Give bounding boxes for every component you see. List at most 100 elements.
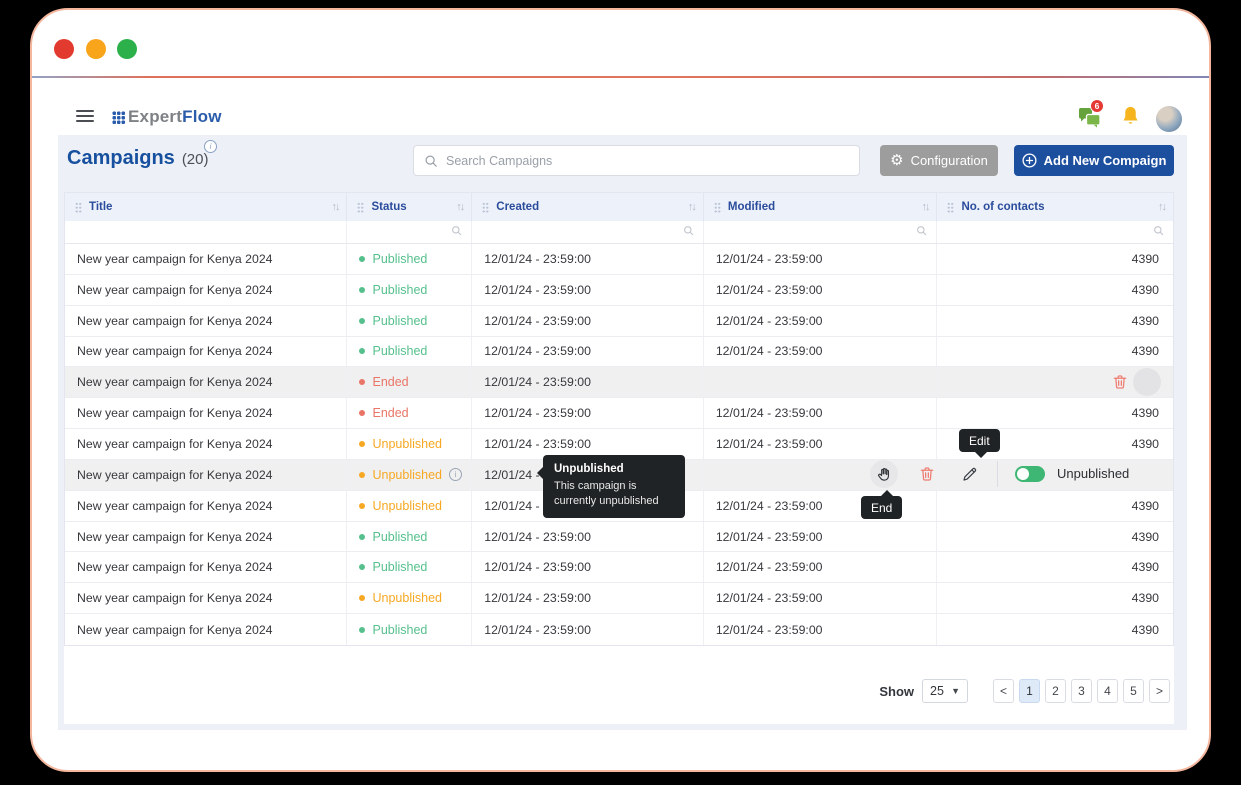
cell-status: Published (347, 305, 473, 336)
hamburger-menu-icon[interactable] (76, 110, 94, 122)
cell-title: New year campaign for Kenya 2024 (65, 490, 348, 521)
table-row[interactable]: New year campaign for Kenya 2024 Publishe… (65, 274, 1173, 306)
traffic-light-minimize[interactable] (86, 39, 106, 59)
logo-suffix: Flow (182, 107, 222, 126)
page-button-5[interactable]: 5 (1123, 679, 1144, 703)
status-badge: Unpublished (372, 591, 442, 606)
filter-search-icon (916, 223, 927, 241)
configuration-button[interactable]: ⚙ Configuration (880, 145, 998, 176)
traffic-light-close[interactable] (54, 39, 74, 59)
table-body: New year campaign for Kenya 2024 Publishe… (65, 244, 1173, 645)
table-row[interactable]: New year campaign for Kenya 2024 Publishe… (65, 305, 1173, 337)
titlebar-divider (32, 76, 1209, 78)
campaigns-table: Title ↑↓ Status ↑↓ Created ↑↓ Modified ↑↓ No. of… (64, 192, 1174, 646)
column-header-created[interactable]: Created ↑↓ (472, 193, 704, 221)
cell-title: New year campaign for Kenya 2024 (65, 552, 348, 583)
status-dot (359, 533, 366, 540)
sort-icon[interactable]: ↑↓ (1158, 201, 1167, 213)
status-badge: Ended (372, 375, 409, 390)
cell-contacts: 4390 (1131, 313, 1159, 328)
drag-handle-icon[interactable] (713, 201, 721, 213)
table-row[interactable]: New year campaign for Kenya 2024 Publishe… (65, 336, 1173, 368)
filter-input-title[interactable] (65, 221, 348, 243)
page-button-3[interactable]: 3 (1071, 679, 1092, 703)
filter-input-modified[interactable] (704, 221, 938, 243)
cell-title: New year campaign for Kenya 2024 (65, 336, 348, 367)
delete-campaign-icon[interactable] (1111, 373, 1129, 396)
column-header-no-of-contacts[interactable]: No. of contacts ↑↓ (937, 193, 1173, 221)
status-tooltip-body: This campaign is currently unpublished (554, 480, 659, 508)
search-campaigns-input[interactable] (446, 153, 849, 168)
table-row[interactable]: New year campaign for Kenya 2024 Publishe… (65, 521, 1173, 553)
delete-campaign-icon[interactable] (918, 465, 936, 488)
table-row[interactable]: New year campaign for Kenya 2024 Unpublis… (65, 583, 1173, 615)
publish-toggle[interactable] (1015, 466, 1045, 482)
drag-handle-icon[interactable] (75, 201, 82, 213)
status-dot (359, 595, 366, 602)
tooltip-arrow (537, 467, 543, 479)
page-title: Campaigns (67, 147, 175, 169)
column-header-title[interactable]: Title ↑↓ (65, 193, 348, 221)
status-tooltip: Unpublished This campaign is currently u… (537, 455, 685, 518)
browser-window: Expert Flow 6 Campaigns (20) i ⚙ Configu… (30, 8, 1211, 772)
status-dot (359, 471, 366, 478)
cell-modified: 12/01/24 - 23:59:00 (704, 305, 938, 336)
column-header-status[interactable]: Status ↑↓ (347, 193, 473, 221)
sort-icon[interactable]: ↑↓ (331, 201, 340, 213)
drag-handle-icon[interactable] (482, 201, 490, 213)
campaigns-info-icon[interactable]: i (204, 140, 217, 153)
cell-contacts: 4390 (1131, 406, 1159, 421)
page-button-4[interactable]: 4 (1097, 679, 1118, 703)
row-action-hover-circle[interactable] (1133, 368, 1161, 396)
table-row[interactable]: New year campaign for Kenya 2024 Publishe… (65, 614, 1173, 645)
cell-created: 12/01/24 - 23:59:00 (472, 521, 704, 552)
cell-modified: 12/01/24 - 23:59:00 (704, 398, 938, 429)
chat-icon[interactable] (1078, 107, 1102, 133)
status-badge: Published (372, 529, 428, 544)
table-row[interactable]: New year campaign for Kenya 2024 Publishe… (65, 244, 1173, 275)
cell-title: New year campaign for Kenya 2024 (65, 459, 348, 490)
add-new-campaign-button[interactable]: Add New Compaign (1014, 145, 1174, 176)
cell-modified: 12/01/24 - 23:59:00 (704, 614, 938, 645)
status-badge: Published (372, 622, 428, 637)
table-row[interactable]: New year campaign for Kenya 2024 Ended 12/… (65, 398, 1173, 430)
sort-icon[interactable]: ↑↓ (456, 201, 465, 213)
cell-contacts: 4390 (1131, 436, 1159, 451)
bell-icon[interactable] (1120, 105, 1141, 133)
logo-prefix: Expert (128, 107, 183, 126)
filter-search-icon (683, 223, 694, 241)
end-campaign-button[interactable] (870, 460, 898, 488)
cell-contacts: 4390 (1131, 529, 1159, 544)
sort-icon[interactable]: ↑↓ (921, 201, 930, 213)
drag-handle-icon[interactable] (357, 201, 365, 213)
status-info-icon[interactable]: i (448, 468, 462, 482)
column-label: Modified (727, 201, 776, 213)
page-header: Campaigns (20) (67, 147, 209, 170)
traffic-light-maximize[interactable] (117, 39, 137, 59)
sort-icon[interactable]: ↑↓ (687, 201, 697, 213)
filter-input-no-of-contacts[interactable] (937, 221, 1173, 243)
campaigns-card: Title ↑↓ Status ↑↓ Created ↑↓ Modified ↑↓ No. of… (64, 192, 1174, 724)
campaign-count: (20) (181, 151, 209, 168)
prev-page-button[interactable]: < (993, 679, 1014, 703)
drag-handle-icon[interactable] (947, 201, 955, 213)
cell-created: 12/01/24 - 23:59:00 (472, 367, 704, 398)
page-button-1[interactable]: 1 (1019, 679, 1040, 703)
cell-status: Published (347, 336, 473, 367)
table-row[interactable]: New year campaign for Kenya 2024 Publishe… (65, 552, 1173, 584)
edit-campaign-icon[interactable] (961, 465, 979, 488)
filter-input-created[interactable] (472, 221, 704, 243)
filter-input-status[interactable] (347, 221, 473, 243)
cell-modified: 12/01/24 - 23:59:00 (704, 552, 938, 583)
tooltip-arrow (881, 490, 893, 496)
table-row[interactable]: New year campaign for Kenya 2024 Ended 12/… (65, 367, 1173, 399)
cell-contacts: 4390 (1131, 282, 1159, 297)
user-avatar[interactable] (1156, 106, 1182, 132)
page-button-2[interactable]: 2 (1045, 679, 1066, 703)
column-header-modified[interactable]: Modified ↑↓ (704, 193, 938, 221)
page-size-select[interactable]: 25 ▼ (922, 679, 968, 703)
status-badge: Unpublished (372, 467, 442, 482)
column-label: Title (89, 201, 113, 213)
next-page-button[interactable]: > (1149, 679, 1170, 703)
